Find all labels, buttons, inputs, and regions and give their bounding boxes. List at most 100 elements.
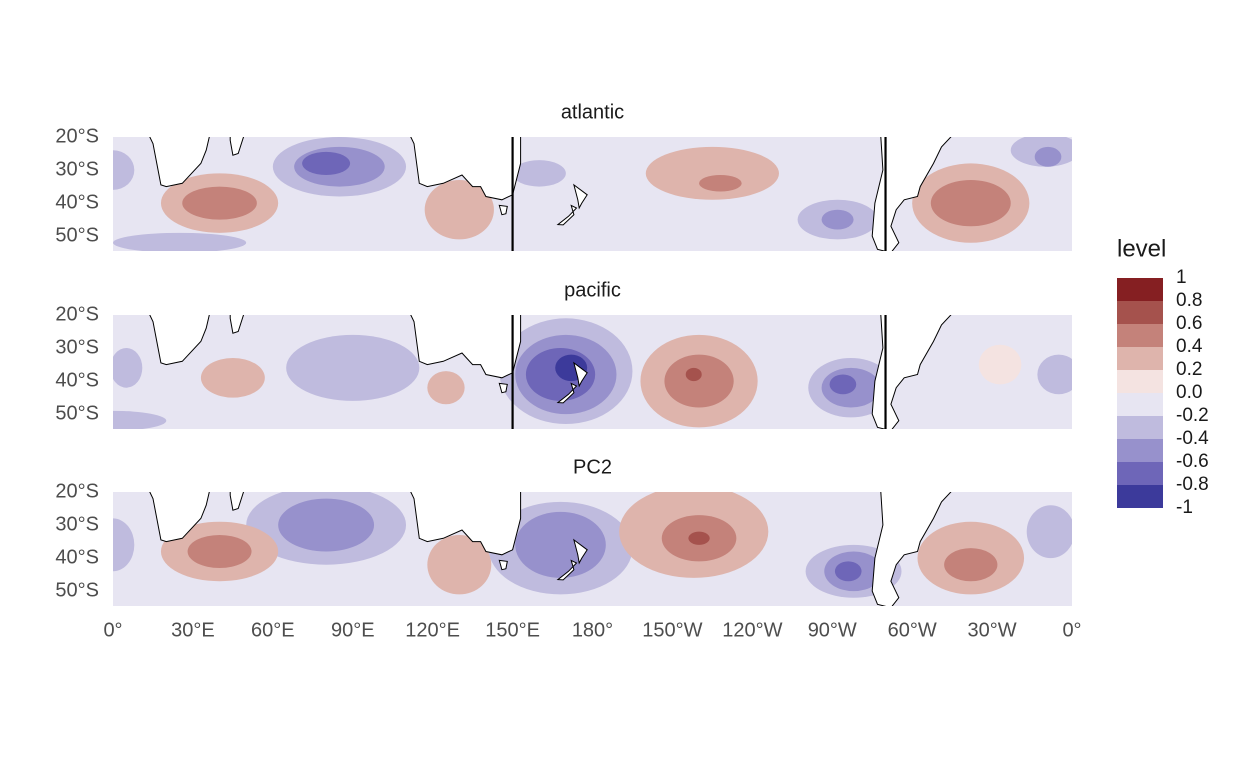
contour-region	[424, 179, 494, 240]
x-tick-label: 90°W	[808, 619, 857, 641]
coastline	[498, 559, 508, 571]
contour-region	[685, 367, 702, 382]
map-panel	[113, 315, 1072, 429]
y-tick-label: 50°S	[55, 402, 99, 424]
coastline	[410, 315, 522, 379]
legend-label: -0.6	[1176, 451, 1209, 472]
contour-region	[286, 334, 420, 401]
legend-swatch	[1117, 347, 1163, 370]
legend-swatch	[1117, 416, 1163, 439]
legend-swatch	[1117, 324, 1163, 347]
y-tick-label: 30°S	[55, 158, 99, 180]
contour-region	[944, 548, 998, 582]
contour-region	[200, 357, 265, 398]
x-tick-label: 0°	[1062, 619, 1081, 641]
contour-region	[688, 531, 710, 545]
contour-region	[664, 354, 734, 408]
y-tick-label: 50°S	[55, 224, 99, 246]
contour-region	[182, 186, 257, 220]
legend-label: 0.4	[1176, 336, 1203, 357]
legend-label: -1	[1176, 497, 1193, 518]
x-tick-label: 150°E	[485, 619, 540, 641]
legend-swatch	[1117, 485, 1163, 508]
map-panel	[113, 492, 1072, 606]
contour-region	[645, 146, 779, 200]
legend-swatch	[1117, 393, 1163, 416]
y-tick-label: 20°S	[55, 480, 99, 502]
contour-region	[278, 498, 375, 552]
legend-swatch	[1117, 301, 1163, 324]
contour-region	[427, 371, 465, 405]
coastline	[229, 492, 245, 511]
x-tick-label: 30°E	[171, 619, 215, 641]
contour-region	[113, 518, 135, 572]
coastline	[556, 382, 578, 404]
coastline	[556, 559, 578, 581]
panel-title: PC2	[573, 456, 612, 478]
x-tick-label: 150°W	[642, 619, 702, 641]
y-tick-label: 40°S	[55, 369, 99, 391]
contour-region	[113, 150, 135, 190]
coastline	[573, 361, 588, 388]
y-tick-label: 30°S	[55, 336, 99, 358]
contour-region	[829, 374, 857, 395]
contour-region	[512, 160, 566, 187]
contour-region	[187, 534, 252, 568]
coastline	[573, 538, 588, 565]
coastline	[871, 315, 952, 429]
coastline	[149, 492, 210, 543]
contour-region	[1026, 505, 1072, 559]
x-tick-label: 90°E	[331, 619, 375, 641]
legend-swatch	[1117, 462, 1163, 485]
legend-label: -0.8	[1176, 474, 1209, 495]
coastline	[871, 492, 952, 606]
x-tick-label: 180°	[572, 619, 613, 641]
y-tick-label: 30°S	[55, 513, 99, 535]
map-panel	[113, 137, 1072, 251]
x-tick-label: 120°E	[405, 619, 460, 641]
coastline	[556, 204, 578, 226]
contour-region	[1037, 354, 1072, 395]
coastline	[871, 137, 952, 251]
contour-region	[978, 344, 1022, 385]
contour-region	[1034, 146, 1062, 167]
legend-label: 0.6	[1176, 313, 1202, 334]
panel-title: pacific	[564, 279, 621, 301]
contour-region	[515, 511, 606, 578]
legend-label: 0.8	[1176, 290, 1202, 311]
legend-title: level	[1117, 235, 1166, 262]
y-tick-label: 20°S	[55, 303, 99, 325]
legend-label: 1	[1176, 267, 1187, 288]
contour-region	[930, 179, 1011, 227]
contour-region	[113, 348, 143, 388]
contour-region	[821, 209, 854, 230]
contour-region	[834, 561, 862, 582]
coastline	[498, 382, 508, 394]
coastline	[149, 137, 210, 188]
coastline	[229, 137, 245, 156]
coastline	[410, 492, 522, 556]
contour-region	[699, 175, 742, 192]
coastline	[573, 183, 588, 210]
contour-region	[113, 232, 247, 251]
legend-label: -0.4	[1176, 428, 1209, 449]
y-tick-label: 40°S	[55, 191, 99, 213]
contour-region	[113, 410, 167, 429]
legend-label: 0.2	[1176, 359, 1202, 380]
coastline	[229, 315, 245, 334]
legend-label: -0.2	[1176, 405, 1209, 426]
coastline	[498, 204, 508, 216]
y-tick-label: 20°S	[55, 125, 99, 147]
x-tick-label: 60°W	[888, 619, 937, 641]
y-tick-label: 50°S	[55, 579, 99, 601]
x-tick-label: 30°W	[968, 619, 1017, 641]
legend-swatch	[1117, 278, 1163, 301]
x-tick-label: 120°W	[722, 619, 782, 641]
legend-swatch	[1117, 439, 1163, 462]
legend-swatch	[1117, 370, 1163, 393]
x-tick-label: 0°	[103, 619, 122, 641]
contour-region	[427, 534, 492, 595]
coastline	[149, 315, 210, 366]
